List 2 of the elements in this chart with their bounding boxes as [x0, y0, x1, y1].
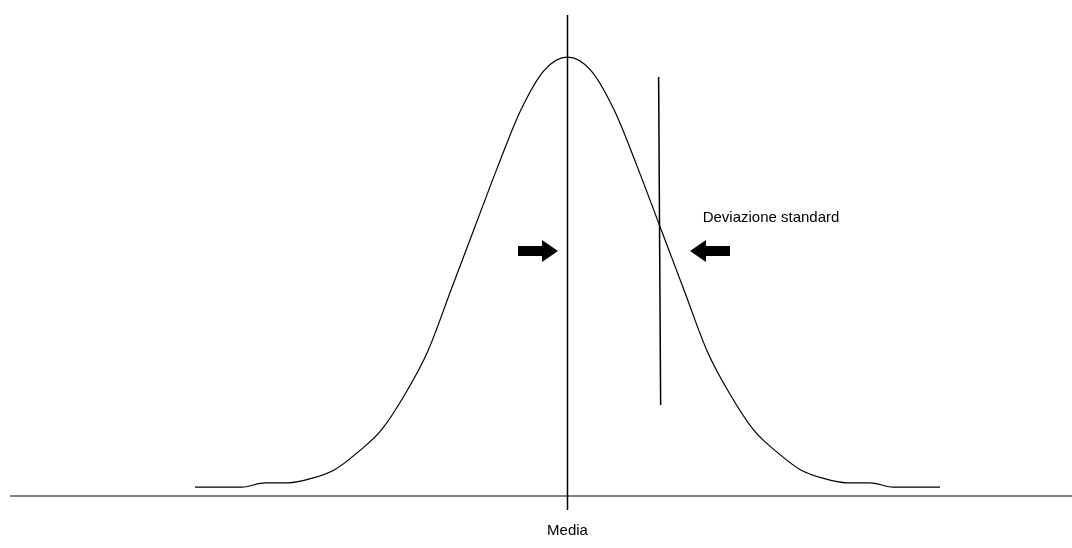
annotation: Deviazione standard [702, 208, 840, 225]
text: Media [547, 521, 589, 538]
